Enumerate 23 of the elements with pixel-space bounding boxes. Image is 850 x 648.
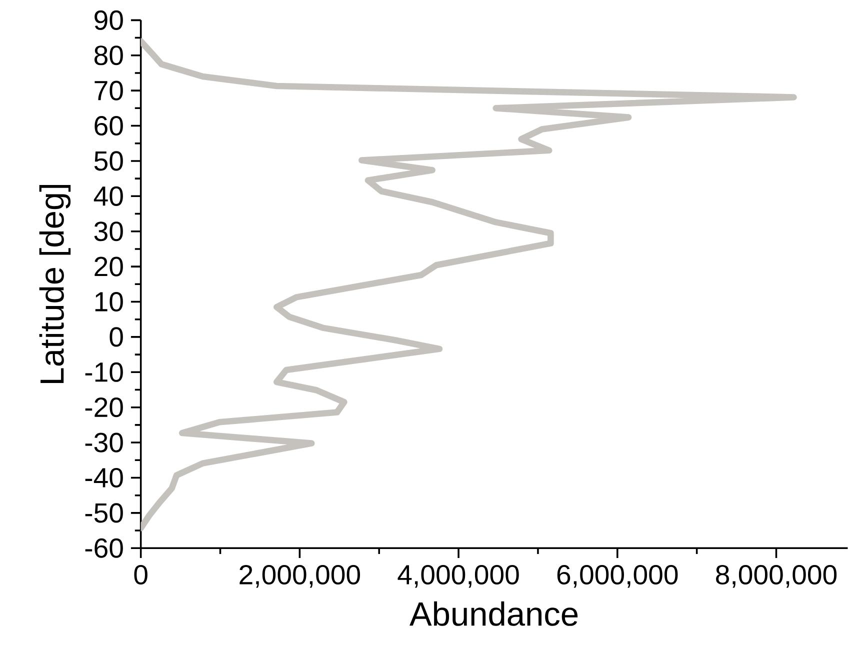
y-tick-label: 10 (95, 292, 123, 312)
y-tick-label: -40 (85, 468, 123, 488)
y-tick-label: 90 (94, 10, 123, 30)
y-tick-label: 0 (110, 327, 123, 347)
x-tick-label: 2,000,000 (240, 564, 360, 588)
y-axis-title: Latitude [deg] (39, 185, 71, 383)
x-tick-label: 0 (134, 564, 148, 585)
x-axis-title: Abundance (410, 601, 578, 626)
y-tick-label: -30 (85, 432, 123, 452)
y-tick-label: -20 (85, 398, 123, 418)
x-tick-label: 4,000,000 (398, 564, 519, 588)
y-tick-label: -60 (85, 538, 123, 558)
y-tick-label: 80 (94, 46, 123, 66)
y-tick-label: 40 (94, 186, 123, 206)
y-tick-label: 20 (94, 256, 123, 276)
y-tick-label: 70 (94, 80, 123, 100)
y-tick-label: 60 (94, 116, 123, 136)
y-tick-label: 50 (94, 151, 123, 171)
y-tick-label: -50 (85, 503, 123, 523)
y-tick-label: -10 (85, 362, 123, 382)
x-tick-label: 6,000,000 (557, 564, 678, 588)
y-tick-label: 30 (94, 222, 123, 242)
x-tick-label: 8,000,000 (716, 564, 837, 588)
